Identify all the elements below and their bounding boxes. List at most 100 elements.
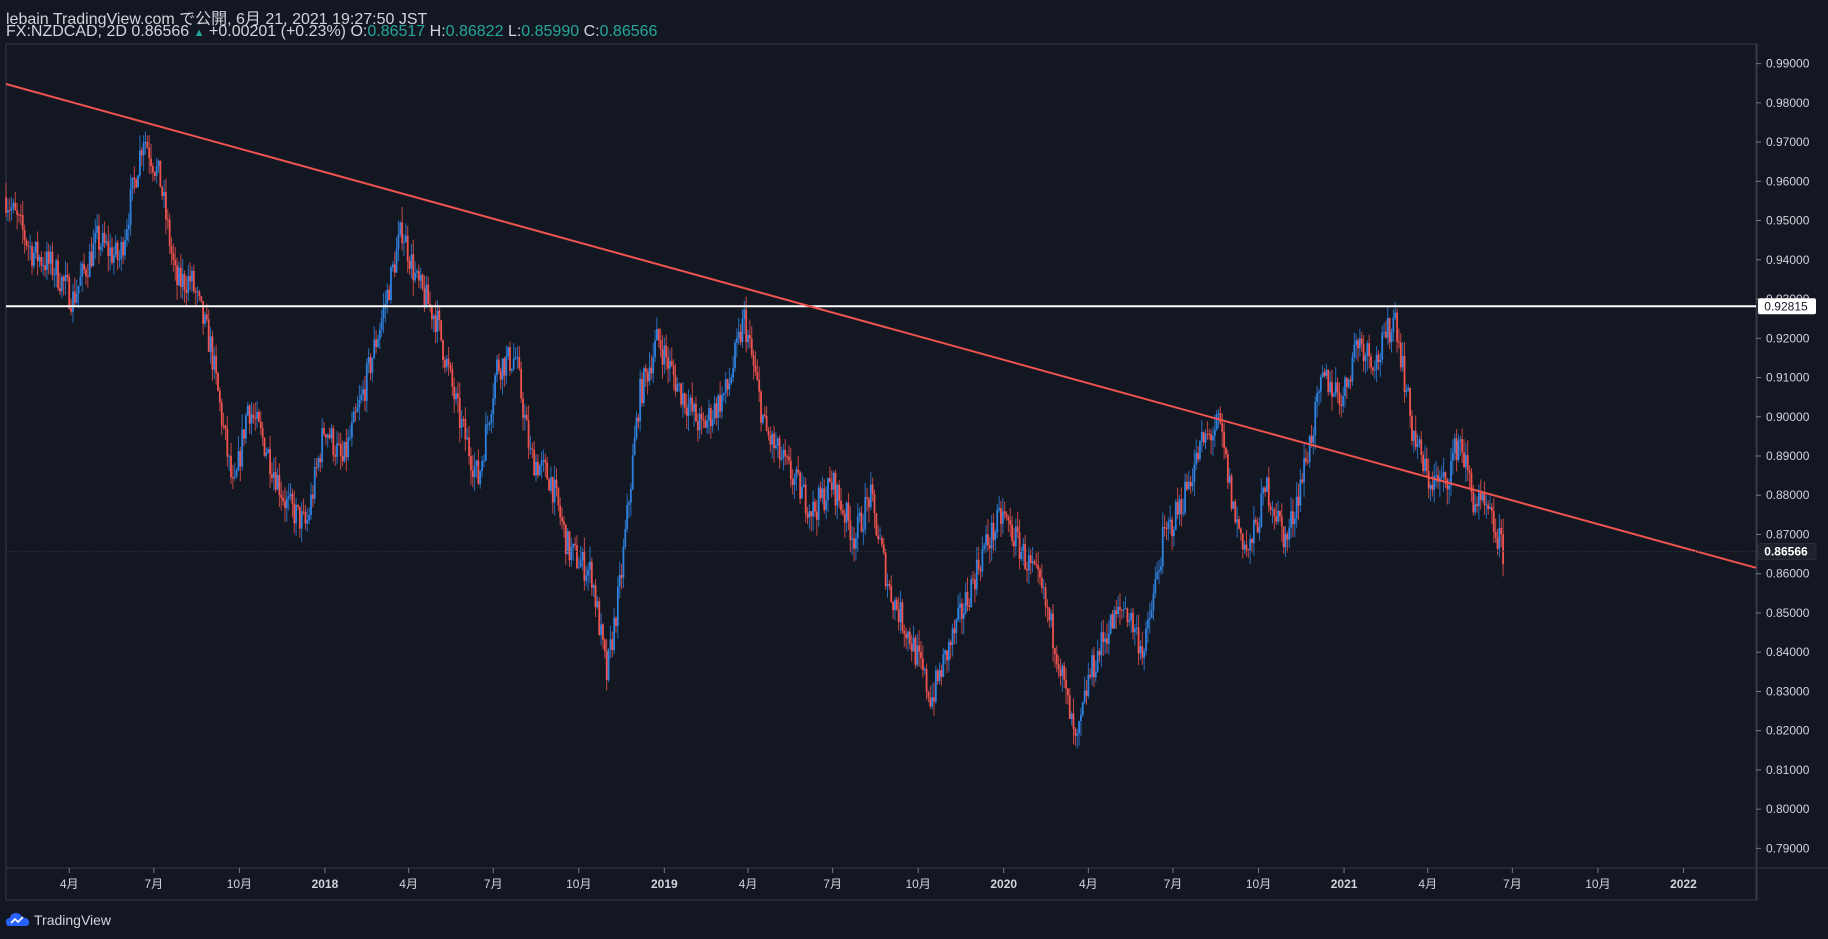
time-axis[interactable]: 4月 7月 10月 2018 4月 7月 10月 2019 4月 7月 10月 2020 4月 7月 10月… bbox=[60, 868, 1697, 891]
candle-body bbox=[77, 285, 80, 294]
candle-body bbox=[475, 460, 478, 467]
candle-body bbox=[133, 177, 136, 180]
candle-body bbox=[639, 378, 642, 422]
candle-body bbox=[165, 192, 167, 220]
candle-body bbox=[445, 358, 448, 368]
candle-body bbox=[75, 293, 78, 303]
candle-body bbox=[951, 628, 954, 646]
candle-body bbox=[1446, 479, 1449, 490]
candle-body bbox=[271, 474, 273, 479]
candle-body bbox=[1323, 372, 1326, 376]
candle-body bbox=[287, 496, 290, 499]
candle-body bbox=[57, 260, 59, 289]
candle-body bbox=[1275, 516, 1278, 522]
candle-body bbox=[964, 592, 967, 614]
candle-body bbox=[25, 240, 28, 246]
price-tick-label: 0.95000 bbox=[1766, 214, 1810, 228]
candle-body bbox=[728, 383, 731, 390]
candle-body bbox=[845, 502, 848, 523]
candle-body bbox=[769, 435, 772, 445]
candle-body bbox=[1195, 452, 1198, 465]
candle-body bbox=[771, 433, 774, 445]
candle-body bbox=[1109, 614, 1112, 634]
candle-body bbox=[1288, 527, 1291, 540]
candle-body bbox=[1040, 577, 1043, 588]
candle-body bbox=[940, 670, 943, 678]
candle-body bbox=[549, 477, 552, 491]
candle-body bbox=[114, 242, 117, 255]
candle-body bbox=[929, 697, 932, 707]
candle-body bbox=[1407, 387, 1410, 391]
candle-body bbox=[1150, 610, 1153, 618]
candle-body bbox=[1120, 609, 1123, 611]
candle-body bbox=[778, 438, 781, 460]
candle-body bbox=[483, 460, 485, 462]
candle-body bbox=[881, 538, 883, 545]
candle-body bbox=[1184, 481, 1186, 513]
candle-body bbox=[440, 320, 443, 341]
candle-body bbox=[808, 511, 811, 518]
candle-body bbox=[797, 469, 800, 473]
candle-body bbox=[1171, 519, 1173, 537]
candle-body bbox=[687, 403, 690, 416]
candle-body bbox=[663, 345, 666, 365]
candle-body bbox=[931, 697, 934, 707]
candle-body bbox=[501, 358, 504, 380]
candle-body bbox=[1466, 454, 1469, 471]
candle-body bbox=[403, 242, 405, 244]
candle-body bbox=[1269, 505, 1272, 510]
candle-body bbox=[408, 261, 411, 269]
candle-body bbox=[120, 242, 123, 260]
candle-body bbox=[1094, 671, 1097, 678]
candle-body bbox=[282, 497, 284, 501]
candle-body bbox=[334, 455, 337, 457]
candle-body bbox=[1052, 613, 1054, 649]
candle-body bbox=[1111, 614, 1114, 629]
candle-body bbox=[1377, 354, 1380, 363]
candle-body bbox=[256, 412, 258, 419]
candle-body bbox=[1059, 669, 1062, 676]
candle-body bbox=[708, 407, 710, 421]
candle-body bbox=[715, 403, 718, 418]
candle-body bbox=[1453, 438, 1456, 453]
candle-body bbox=[29, 246, 32, 248]
candle-body bbox=[905, 633, 908, 639]
candle-body bbox=[1444, 472, 1447, 480]
candle-body bbox=[1126, 608, 1129, 623]
candle-body bbox=[414, 272, 417, 281]
candle-body bbox=[1117, 606, 1120, 615]
candle-body bbox=[1478, 492, 1480, 507]
candle-body bbox=[538, 465, 541, 476]
price-axis[interactable]: 0.99000 0.98000 0.97000 0.96000 0.95000 0.940… bbox=[1756, 57, 1817, 856]
candle-body bbox=[341, 455, 344, 462]
candle-body bbox=[380, 318, 383, 330]
candle-body bbox=[494, 375, 497, 399]
candle-body bbox=[875, 513, 878, 536]
candle-body bbox=[477, 460, 480, 484]
candle-body bbox=[178, 267, 180, 286]
candle-body bbox=[700, 413, 703, 420]
candle-body bbox=[869, 484, 872, 508]
candle-body bbox=[228, 455, 231, 457]
footer-brand[interactable]: TradingView bbox=[6, 912, 111, 928]
price-tick-label: 0.94000 bbox=[1766, 253, 1810, 267]
candle-body bbox=[622, 546, 625, 578]
candle-body bbox=[516, 357, 519, 359]
candle-body bbox=[222, 425, 225, 427]
candle-body bbox=[933, 697, 935, 702]
candle-body bbox=[135, 179, 138, 188]
candle-body bbox=[64, 275, 67, 282]
candle-body bbox=[854, 538, 857, 549]
drawings-group[interactable] bbox=[5, 83, 1757, 569]
candle-body bbox=[836, 484, 839, 506]
candle-body bbox=[1418, 439, 1421, 444]
candle-body bbox=[217, 373, 219, 391]
candle-body bbox=[443, 360, 446, 368]
candle-body bbox=[1353, 344, 1356, 357]
candle-body bbox=[1065, 679, 1067, 689]
candle-body bbox=[1072, 713, 1075, 729]
candle-body bbox=[49, 251, 52, 264]
candle-body bbox=[315, 466, 318, 468]
candle-body bbox=[512, 358, 515, 369]
